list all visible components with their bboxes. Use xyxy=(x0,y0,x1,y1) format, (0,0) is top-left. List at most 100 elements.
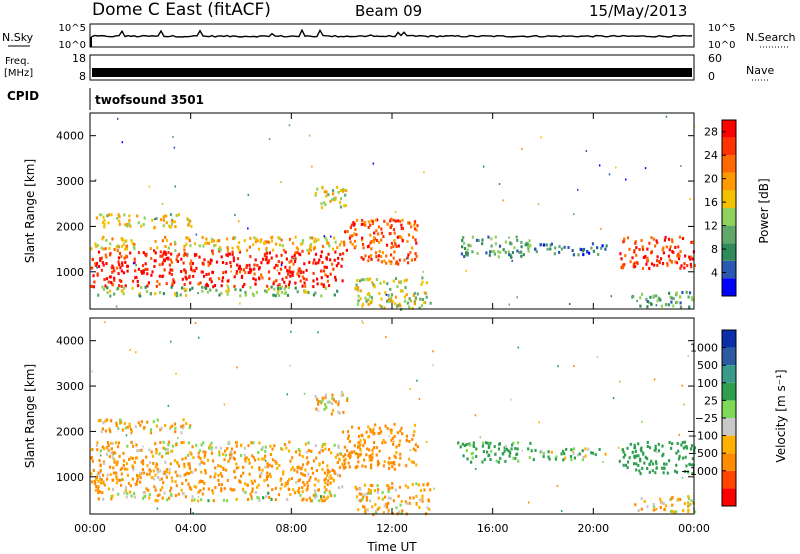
velocity-cell xyxy=(269,475,272,479)
velocity-cell xyxy=(374,423,377,427)
power-cell xyxy=(302,277,306,281)
power-cell xyxy=(188,276,191,279)
power-cell xyxy=(126,269,129,273)
velocity-cell xyxy=(263,457,266,461)
power-cell xyxy=(362,257,365,261)
power-cell xyxy=(369,254,373,258)
velocity-cell xyxy=(240,444,243,448)
power-cell xyxy=(209,288,212,292)
velocity-cell xyxy=(140,420,143,424)
power-cell xyxy=(661,262,665,265)
power-cell xyxy=(373,236,376,240)
power-cell xyxy=(499,250,502,254)
velocity-xtick-label: 00:00 xyxy=(678,522,710,535)
velocity-sparse-cell xyxy=(572,450,574,453)
velocity-cell xyxy=(113,460,116,464)
velocity-cell xyxy=(120,483,123,487)
velocity-cell xyxy=(359,499,362,503)
velocity-cell xyxy=(329,476,332,480)
power-cell xyxy=(120,269,123,273)
power-cell xyxy=(383,306,386,310)
power-sparse-cell xyxy=(598,164,601,167)
power-cell xyxy=(155,284,158,288)
velocity-cell xyxy=(181,482,184,486)
power-cell xyxy=(287,286,290,289)
velocity-cell xyxy=(281,447,284,451)
velocity-sparse-cell xyxy=(289,364,291,367)
velocity-cell xyxy=(369,489,372,493)
power-cell xyxy=(189,244,192,248)
power-cell xyxy=(370,219,373,223)
velocity-cell xyxy=(323,485,326,489)
power-cell xyxy=(664,303,668,307)
velocity-cell xyxy=(334,400,337,404)
velocity-cell xyxy=(148,493,151,496)
power-cell xyxy=(332,189,335,193)
power-cell xyxy=(354,228,357,231)
power-cell xyxy=(364,296,367,300)
power-cell xyxy=(504,240,507,244)
velocity-colorbar-tick-label: −100 xyxy=(688,430,718,443)
velocity-cell xyxy=(321,499,324,503)
velocity-cell xyxy=(637,464,640,467)
power-cell xyxy=(378,304,381,307)
velocity-cell xyxy=(512,441,515,445)
power-cell xyxy=(342,188,345,191)
velocity-cell xyxy=(110,497,113,501)
power-cell xyxy=(161,239,164,243)
power-cell xyxy=(415,228,418,232)
velocity-cell xyxy=(167,451,170,455)
power-cell xyxy=(164,251,167,255)
power-cell xyxy=(323,190,326,194)
power-cell xyxy=(586,250,589,254)
velocity-cell xyxy=(670,497,673,501)
power-cell xyxy=(379,281,382,285)
power-cell xyxy=(123,286,126,290)
power-cell xyxy=(154,259,157,263)
velocity-sparse-cell xyxy=(197,495,200,498)
power-cell xyxy=(395,244,398,248)
velocity-sparse-cell xyxy=(290,330,292,333)
velocity-cell xyxy=(156,470,160,474)
velocity-sparse-cell xyxy=(409,449,412,452)
velocity-sparse-cell xyxy=(362,321,364,324)
velocity-cell xyxy=(388,466,391,470)
velocity-cell xyxy=(117,426,120,430)
velocity-cell xyxy=(303,473,307,477)
velocity-cell xyxy=(413,430,416,433)
velocity-cell xyxy=(590,451,593,455)
power-cell xyxy=(411,246,414,250)
velocity-cell xyxy=(125,462,128,466)
velocity-cell xyxy=(415,503,418,506)
power-cell xyxy=(341,257,344,261)
power-cell xyxy=(307,291,310,295)
velocity-cell xyxy=(142,471,145,475)
velocity-cell xyxy=(148,468,151,472)
power-cell xyxy=(329,272,332,276)
velocity-sparse-cell xyxy=(687,355,690,358)
velocity-cell xyxy=(555,455,558,459)
velocity-cell xyxy=(374,503,377,507)
velocity-cell xyxy=(254,491,257,494)
velocity-cell xyxy=(121,466,124,470)
velocity-cell xyxy=(226,447,229,450)
velocity-cell xyxy=(382,511,385,515)
velocity-cell xyxy=(210,451,214,455)
velocity-cell xyxy=(386,427,389,430)
velocity-cell xyxy=(333,443,336,447)
power-cell xyxy=(372,283,375,287)
velocity-cell xyxy=(211,489,214,493)
velocity-cell xyxy=(241,487,245,491)
power-cell xyxy=(408,305,411,309)
velocity-cell xyxy=(106,447,109,451)
velocity-cell xyxy=(338,411,341,415)
velocity-cell xyxy=(327,448,331,452)
velocity-cell xyxy=(643,461,646,465)
power-cell xyxy=(632,262,635,266)
velocity-cell xyxy=(486,450,489,454)
velocity-cell xyxy=(679,498,682,501)
power-cell xyxy=(284,265,287,269)
velocity-cell xyxy=(489,441,492,445)
velocity-cell xyxy=(386,484,389,488)
power-cell xyxy=(397,303,400,307)
